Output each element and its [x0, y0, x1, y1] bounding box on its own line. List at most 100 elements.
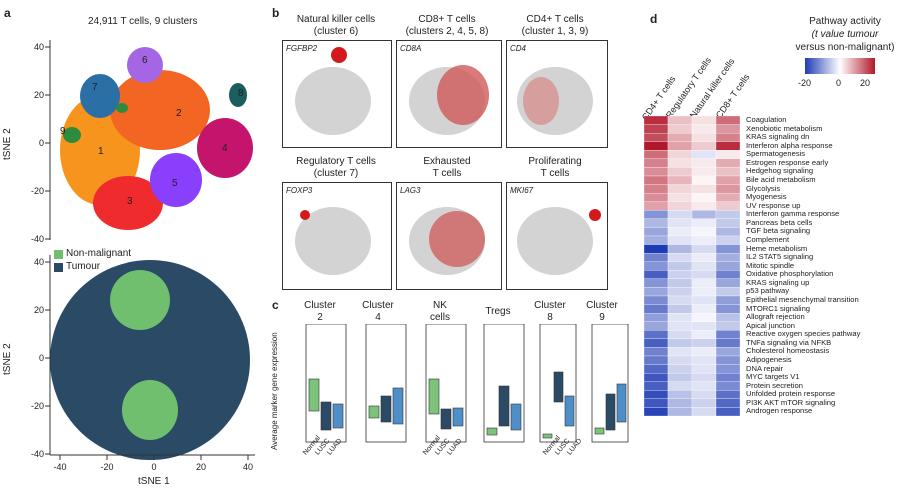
- c-title-1a: Cluster: [304, 300, 336, 311]
- heatmap-cell: [667, 390, 693, 400]
- b-gene-foxp3: FOXP3: [286, 186, 313, 195]
- heatmap-cell: [715, 312, 741, 322]
- pathway-label: Androgen response: [746, 406, 813, 416]
- heatmap-cell: [667, 372, 693, 382]
- panel-a-letter: a: [4, 6, 11, 20]
- ytick-top: 40: [33, 42, 44, 52]
- heatmap-cell: [644, 278, 669, 288]
- heatmap-cell: [644, 347, 669, 357]
- non-malignant-region-top: [110, 270, 170, 330]
- heatmap-cell: [691, 244, 717, 254]
- heatmap-cell: [691, 192, 717, 202]
- pathway-label: Oxidative phosphorylation: [746, 269, 834, 279]
- d-pathway-labels: Coagulation Xenobiotic metabolism KRAS sig…: [746, 115, 896, 416]
- heatmap-cell: [644, 381, 669, 391]
- tsne-tissue-plot: [50, 260, 250, 460]
- heatmap-cell: [667, 312, 693, 322]
- d-legend-title-2: (t value tumour: [811, 29, 879, 40]
- c-title-4a: Tregs: [485, 306, 511, 317]
- panel-c-boxplots: [305, 324, 629, 443]
- c-title-3b: cells: [429, 312, 450, 323]
- heatmap-cell: [644, 312, 669, 322]
- heatmap-cell: [691, 158, 717, 168]
- heatmap-cell: [715, 347, 741, 357]
- b-featureplot-fgfbp2: FGFBP2: [282, 40, 392, 148]
- b-gene-mki67: MKI67: [510, 186, 534, 195]
- legend-label-nonmalignant: Non-malignant: [66, 248, 132, 259]
- cluster-8-blob: [229, 83, 247, 107]
- heatmap-cell: [644, 124, 669, 134]
- heatmap-cell: [667, 116, 693, 125]
- cluster-6-blob: [127, 47, 163, 83]
- b-featureplot-foxp3: FOXP3: [282, 182, 392, 290]
- heatmap-cell: [667, 184, 693, 194]
- heatmap-cell: [715, 287, 741, 297]
- heatmap-cell: [691, 364, 717, 374]
- panel-c-letter: c: [272, 298, 279, 312]
- legend-swatch-nonmalignant: [54, 250, 63, 259]
- heatmap-cell: [691, 235, 717, 245]
- heatmap-cell: [691, 312, 717, 322]
- ytick-top: 20: [33, 90, 44, 100]
- pathway-label: TGF beta signaling: [746, 226, 811, 236]
- d-col-nk: Natural killer cells: [687, 56, 737, 120]
- pathway-label: DNA repair: [746, 363, 784, 373]
- ytick-bottom: 20: [33, 305, 44, 315]
- cluster-label-7: 7: [92, 82, 98, 93]
- heatmap-cell: [715, 390, 741, 400]
- heatmap-cell: [715, 201, 741, 211]
- heatmap-cell: [667, 167, 693, 177]
- heatmap-cell: [644, 398, 669, 408]
- heatmap-cell: [715, 124, 741, 134]
- pathway-label: Spermatogenesis: [746, 149, 806, 159]
- b-featureplot-cd8a: CD8A: [396, 40, 502, 148]
- heatmap-cell: [715, 372, 741, 382]
- pathway-label: MTORC1 signaling: [746, 303, 811, 313]
- heatmap-cell: [644, 132, 669, 142]
- heatmap-cell: [644, 261, 669, 271]
- heatmap-cell: [667, 227, 693, 237]
- boxplot-cluster9: [594, 383, 627, 435]
- heatmap-cell: [667, 287, 693, 297]
- heatmap-cell: [715, 184, 741, 194]
- pathway-label: Bile acid metabolism: [746, 175, 816, 184]
- heatmap-cell: [667, 338, 693, 348]
- heatmap-cell: [715, 261, 741, 271]
- heatmap-cell: [691, 304, 717, 314]
- heatmap-cell: [715, 244, 741, 254]
- heatmap-cell: [667, 261, 693, 271]
- heatmap-cell: [691, 347, 717, 357]
- c-title-2a: Cluster: [362, 300, 394, 311]
- cluster-7-blob: [80, 74, 120, 118]
- pathway-label: Reactive oxygen species pathway: [746, 329, 861, 339]
- pathway-label: PI3K AKT mTOR signaling: [746, 397, 836, 407]
- b-title-5-line1: Exhausted: [423, 156, 471, 167]
- d-legend-tick-mid: 0: [836, 78, 842, 88]
- heatmap-cell: [691, 218, 717, 228]
- heatmap-cell: [644, 141, 669, 151]
- heatmap-cell: [644, 364, 669, 374]
- b-title-3-line2: (cluster 1, 3, 9): [521, 26, 589, 37]
- b-featureplot-lag3: LAG3: [396, 182, 502, 290]
- heatmap-cell: [715, 235, 741, 245]
- panel-a-ylabel-top: tSNE 2: [2, 128, 13, 160]
- b-title-1-line2: (cluster 6): [313, 26, 359, 37]
- heatmap-cell: [644, 184, 669, 194]
- heatmap-cell: [715, 252, 741, 262]
- xtick: 0: [151, 462, 157, 472]
- ytick-top: -40: [30, 234, 44, 244]
- heatmap-cell: [691, 124, 717, 134]
- cluster-5-blob: [150, 153, 202, 207]
- ytick-bottom: -20: [30, 401, 44, 411]
- b-title-2-line2: (clusters 2, 4, 5, 8): [405, 26, 489, 37]
- heatmap-cell: [691, 390, 717, 400]
- pathway-label: UV response up: [746, 200, 801, 210]
- heatmap-cell: [667, 407, 693, 416]
- heatmap-cell: [715, 398, 741, 408]
- pathway-label: KRAS signaling dn: [746, 132, 810, 142]
- heatmap-cell: [715, 116, 741, 125]
- pathway-label: Interferon gamma response: [746, 209, 840, 219]
- boxplot-cluster2: [308, 378, 344, 431]
- ytick-bottom: 0: [38, 353, 44, 363]
- heatmap-cell: [691, 184, 717, 194]
